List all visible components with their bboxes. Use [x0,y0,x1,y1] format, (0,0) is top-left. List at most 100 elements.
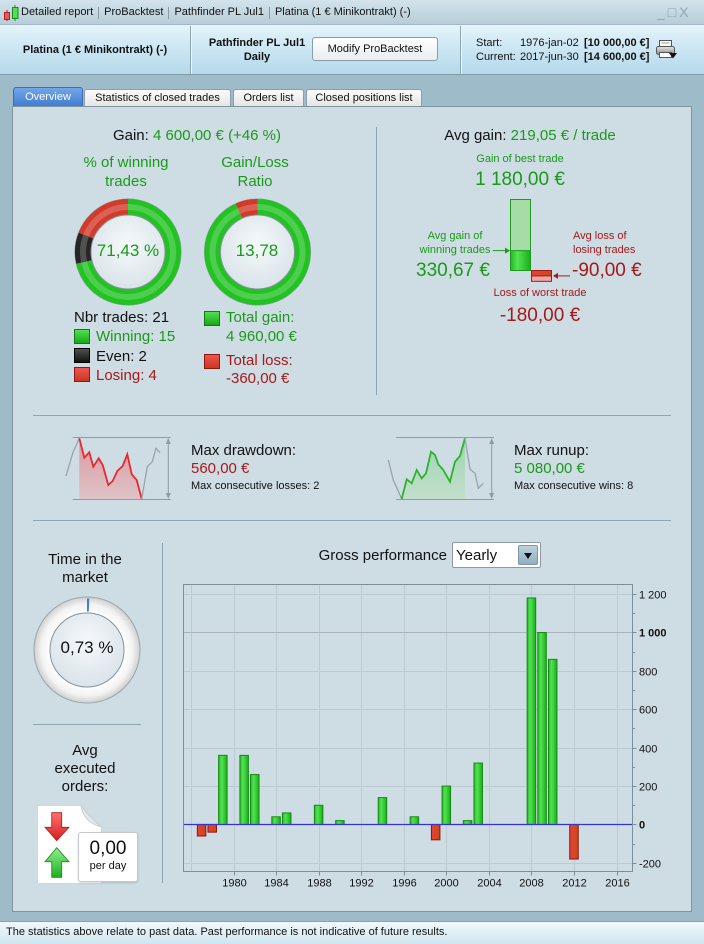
printer-icon[interactable] [655,40,678,60]
header-divider [460,26,461,74]
tab-closed-positions-list[interactable]: Closed positions list [306,89,422,107]
best-trade-label: Gain of best trade [476,153,564,165]
y-axis: 1 200 1 000 800 600 400 200 0 -200 [632,590,667,871]
avg-loss-arrowhead [553,272,558,279]
current-date: 2017-jun-30 [520,51,579,63]
avg-win-arrowhead [505,247,510,254]
window-title-bar [0,0,704,25]
y-tick-label: 400 [639,744,657,756]
x-tick-label: 1992 [349,878,373,890]
chevron-down-icon[interactable] [518,545,538,565]
title-separator [168,6,170,19]
winning-title-line-2: trades [105,173,147,190]
bar-2010 [547,658,558,825]
max-runup-label: Max runup: [514,442,590,459]
bar-1979 [218,754,228,825]
avg-loss-label-line-1: Avg loss of [573,230,627,242]
bar-1997 [409,816,420,825]
title-segment-report: Detailed report [21,6,94,18]
bar-1981 [239,754,249,825]
time-in-market-title-line-1: Time in the [48,551,122,568]
title-segment-instrument: Platina (1 € Minikontrakt) (-) [274,6,411,18]
bar-2009 [537,631,547,825]
ratio-donut-segment-loss [235,199,258,219]
total-gain-label: Total gain: [226,309,295,326]
bar-1999 [430,823,441,841]
total-loss-label: Total loss: [226,352,293,369]
avg-orders-title-line-2: executed [54,760,116,777]
bar-1988 [313,804,324,825]
maximize-button[interactable]: □ [667,4,677,20]
section-divider [33,520,671,521]
y-tick-label: 1 000 [639,628,667,640]
ratio-donut-segment-loss-highlight [237,204,258,214]
ratio-title-line-1: Gain/Loss [221,154,289,171]
winning-legend-swatch [74,329,90,344]
max-drawdown-label: Max drawdown: [191,442,297,459]
gain-loss-ratio-value: 13,78 [235,241,279,260]
ratio-donut-segment-gain-highlight [209,204,306,300]
start-label: Start: [476,37,503,49]
y-tick-label: 200 [639,782,657,794]
bar-2012 [569,823,579,860]
start-date: 1976-jan-02 [520,37,579,49]
disclaimer-text: The statistics above relate to past data… [6,926,448,938]
y-tick-label: 1 200 [639,590,667,602]
minimize-button[interactable]: _ [657,4,665,20]
header-divider [190,26,191,74]
winning-title-line-1: % of winning [83,154,169,171]
gain-label: Gain: [112,127,149,144]
max-consecutive-wins: Max consecutive wins: 8 [514,480,634,492]
gain-value: 4 600,00 € (+46 %) [153,127,282,144]
close-button[interactable]: X [679,4,689,20]
section-divider [33,415,671,416]
total-gain-swatch [204,311,220,326]
title-segment-module: ProBacktest [104,6,164,18]
x-tick-label: 2008 [519,878,543,890]
avg-win-label-line-2: winning trades [419,244,491,256]
avg-gain-label: Avg gain: [444,127,507,144]
bar-1994 [377,797,388,825]
buy-arrow-icon [44,847,70,878]
total-gain-value: 4 960,00 € [226,328,297,345]
tab-statistics-of-closed-trades[interactable]: Statistics of closed trades [84,89,231,107]
gain-summary: Gain: 4 600,00 € (+46 %) [77,127,317,145]
winning-donut-inner-circle [90,214,166,290]
bar-1977 [196,823,207,837]
gross-performance-label: Gross performance [318,547,447,564]
tab-overview[interactable]: Overview [13,87,83,107]
bar-2002 [462,820,473,825]
avg-win-value: 330,67 € [416,260,490,281]
avg-orders-title-line-1: Avg [72,742,98,759]
y-tick-label: 0 [639,820,645,832]
y-tick-label: 600 [639,705,657,717]
runup-sparkline-icon [387,437,495,500]
period-select[interactable]: Yearly [452,542,541,568]
avg-win-bar [510,250,531,272]
winning-donut-segment-winning-highlight [81,204,176,300]
ratio-donut-segment-gain [204,199,311,305]
period-selected-value: Yearly [456,547,498,564]
modify-probacktest-button[interactable]: Modify ProBacktest [312,37,438,61]
status-footer: The statistics above relate to past data… [0,921,704,944]
trade-extremes-bars [492,199,570,282]
avg-loss-label-line-2: losing trades [573,244,636,256]
bar-1990 [335,820,345,825]
x-tick-label: 1988 [307,878,331,890]
avg-win-label-line-1: Avg gain of [427,230,483,242]
x-tick-label: 2004 [477,878,501,890]
tab-orders-list[interactable]: Orders list [233,89,304,107]
section-divider [33,724,141,725]
system-name: Pathfinder PL Jul1 [208,37,306,49]
title-segment-system: Pathfinder PL Jul1 [174,6,264,18]
y-tick-label: 800 [639,667,657,679]
losing-legend-swatch [74,367,90,382]
avg-gain-value: 219,05 € / trade [510,127,616,144]
best-trade-value: 1 180,00 € [475,169,565,190]
bar-2000 [441,785,452,825]
x-tick-label: 1980 [222,878,246,890]
donut-charts [74,198,311,306]
worst-trade-label: Loss of worst trade [493,287,587,299]
winning-trades-donut [74,198,182,306]
avg-orders-title-line-3: orders: [61,778,109,795]
